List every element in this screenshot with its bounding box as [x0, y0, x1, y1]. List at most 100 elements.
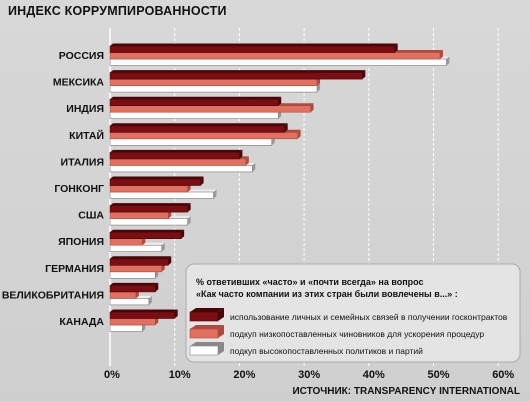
bar-front: [109, 52, 441, 60]
bar-front: [109, 258, 169, 266]
chart-title: ИНДЕКС КОРРУМПИРОВАННОСТИ: [8, 4, 227, 18]
bar-front: [109, 264, 163, 273]
bar-top: [110, 203, 191, 206]
bar-end: [317, 83, 321, 93]
legend-swatch: [189, 308, 224, 322]
bar-front: [109, 218, 188, 226]
bar: [109, 309, 178, 319]
bar-front: [109, 85, 318, 93]
bar-end: [239, 149, 243, 159]
x-tick-label: 60%: [492, 369, 514, 381]
legend-entry: использование личных и семейных связей в…: [230, 312, 508, 322]
legend-entry: подкуп низкопоставленных чиновников для …: [230, 329, 484, 339]
bar-end: [174, 309, 178, 319]
bar: [109, 70, 366, 80]
bar-end: [362, 70, 366, 80]
bar-top: [110, 256, 172, 259]
bar: [109, 229, 185, 239]
legend-swatch: [189, 325, 224, 339]
category-label: ВЕЛИКОБРИТАНИЯ: [2, 289, 104, 301]
bar-front: [109, 111, 279, 119]
x-tick-label: 0%: [104, 369, 120, 381]
bar: [109, 123, 288, 133]
bar-end: [446, 56, 450, 66]
legend-box: [185, 263, 521, 363]
bar-front: [109, 158, 247, 166]
category-label: МЕКСИКА: [53, 77, 105, 89]
bar-front: [109, 231, 182, 239]
bar-front: [109, 45, 395, 53]
bar-front: [109, 324, 143, 332]
x-tick-label: 30%: [298, 369, 320, 381]
bar: [109, 203, 191, 213]
bar-front: [109, 72, 363, 80]
bar-front: [109, 132, 298, 140]
bar-top: [110, 96, 282, 100]
bar-top: [110, 309, 178, 312]
bar-end: [252, 162, 256, 172]
x-tick-label: 40%: [363, 369, 385, 381]
bar-top: [110, 229, 185, 233]
bar-front: [109, 125, 285, 133]
bar: [109, 149, 243, 160]
bar-front: [109, 318, 156, 326]
bar-front: [109, 152, 240, 160]
bar-front: [109, 291, 137, 299]
bar: [109, 176, 204, 186]
bar-top: [110, 70, 366, 73]
category-label: ЯПОНИЯ: [58, 236, 104, 248]
bar-end: [439, 50, 443, 59]
legend-title: % ответивших «часто» и «почти всегда» на…: [196, 277, 424, 287]
bar-end: [168, 256, 172, 266]
chart-source: ИСТОЧНИК: TRANSPARENCY INTERNATIONAL: [292, 386, 520, 397]
bar-end: [278, 96, 282, 106]
bar-front: [109, 271, 156, 279]
category-label: ИТАЛИЯ: [61, 156, 104, 168]
bar-end: [181, 229, 185, 239]
bar-end: [187, 216, 191, 226]
category-label: США: [78, 210, 104, 222]
bar: [109, 256, 172, 266]
legend-entry: подкуп высокопоставленных политиков и па…: [230, 346, 423, 356]
bar: [109, 43, 398, 53]
bar-end: [297, 129, 301, 139]
bar-front: [109, 185, 188, 193]
bar-front: [109, 311, 175, 319]
bar-front: [109, 285, 156, 293]
bar-front: [109, 244, 163, 252]
bar-front: [109, 105, 311, 113]
bar-front: [109, 238, 143, 246]
bar-front: [109, 178, 201, 186]
bar-end: [155, 282, 159, 292]
bar-front: [109, 211, 169, 219]
bar: [109, 96, 282, 106]
bar-end: [148, 295, 152, 305]
bar-end: [200, 176, 204, 186]
bar-end: [310, 103, 314, 113]
x-tick-label: 20%: [233, 369, 255, 381]
bar-top: [110, 123, 288, 126]
category-label: ГЕРМАНИЯ: [45, 263, 104, 275]
bar-top: [110, 176, 204, 179]
category-label: КИТАЙ: [69, 129, 104, 142]
legend-title: «Как часто компании из этих стран были в…: [196, 289, 458, 299]
category-label: ИНДИЯ: [66, 103, 104, 115]
category-label: РОССИЯ: [59, 50, 104, 62]
bar-end: [161, 242, 165, 252]
category-label: КАНАДА: [59, 316, 104, 328]
bar-top: [110, 282, 159, 286]
bar-top: [110, 43, 398, 46]
bar-front: [109, 58, 447, 66]
bar-front: [109, 205, 188, 213]
bar-front: [109, 138, 273, 146]
bar: [109, 282, 159, 293]
bar-front: [109, 78, 318, 86]
x-tick-label: 50%: [428, 369, 450, 381]
legend-swatch: [189, 342, 224, 356]
bar-top: [110, 149, 243, 153]
bar-end: [284, 123, 288, 133]
bar-front: [109, 191, 214, 199]
bar-front: [109, 165, 253, 173]
